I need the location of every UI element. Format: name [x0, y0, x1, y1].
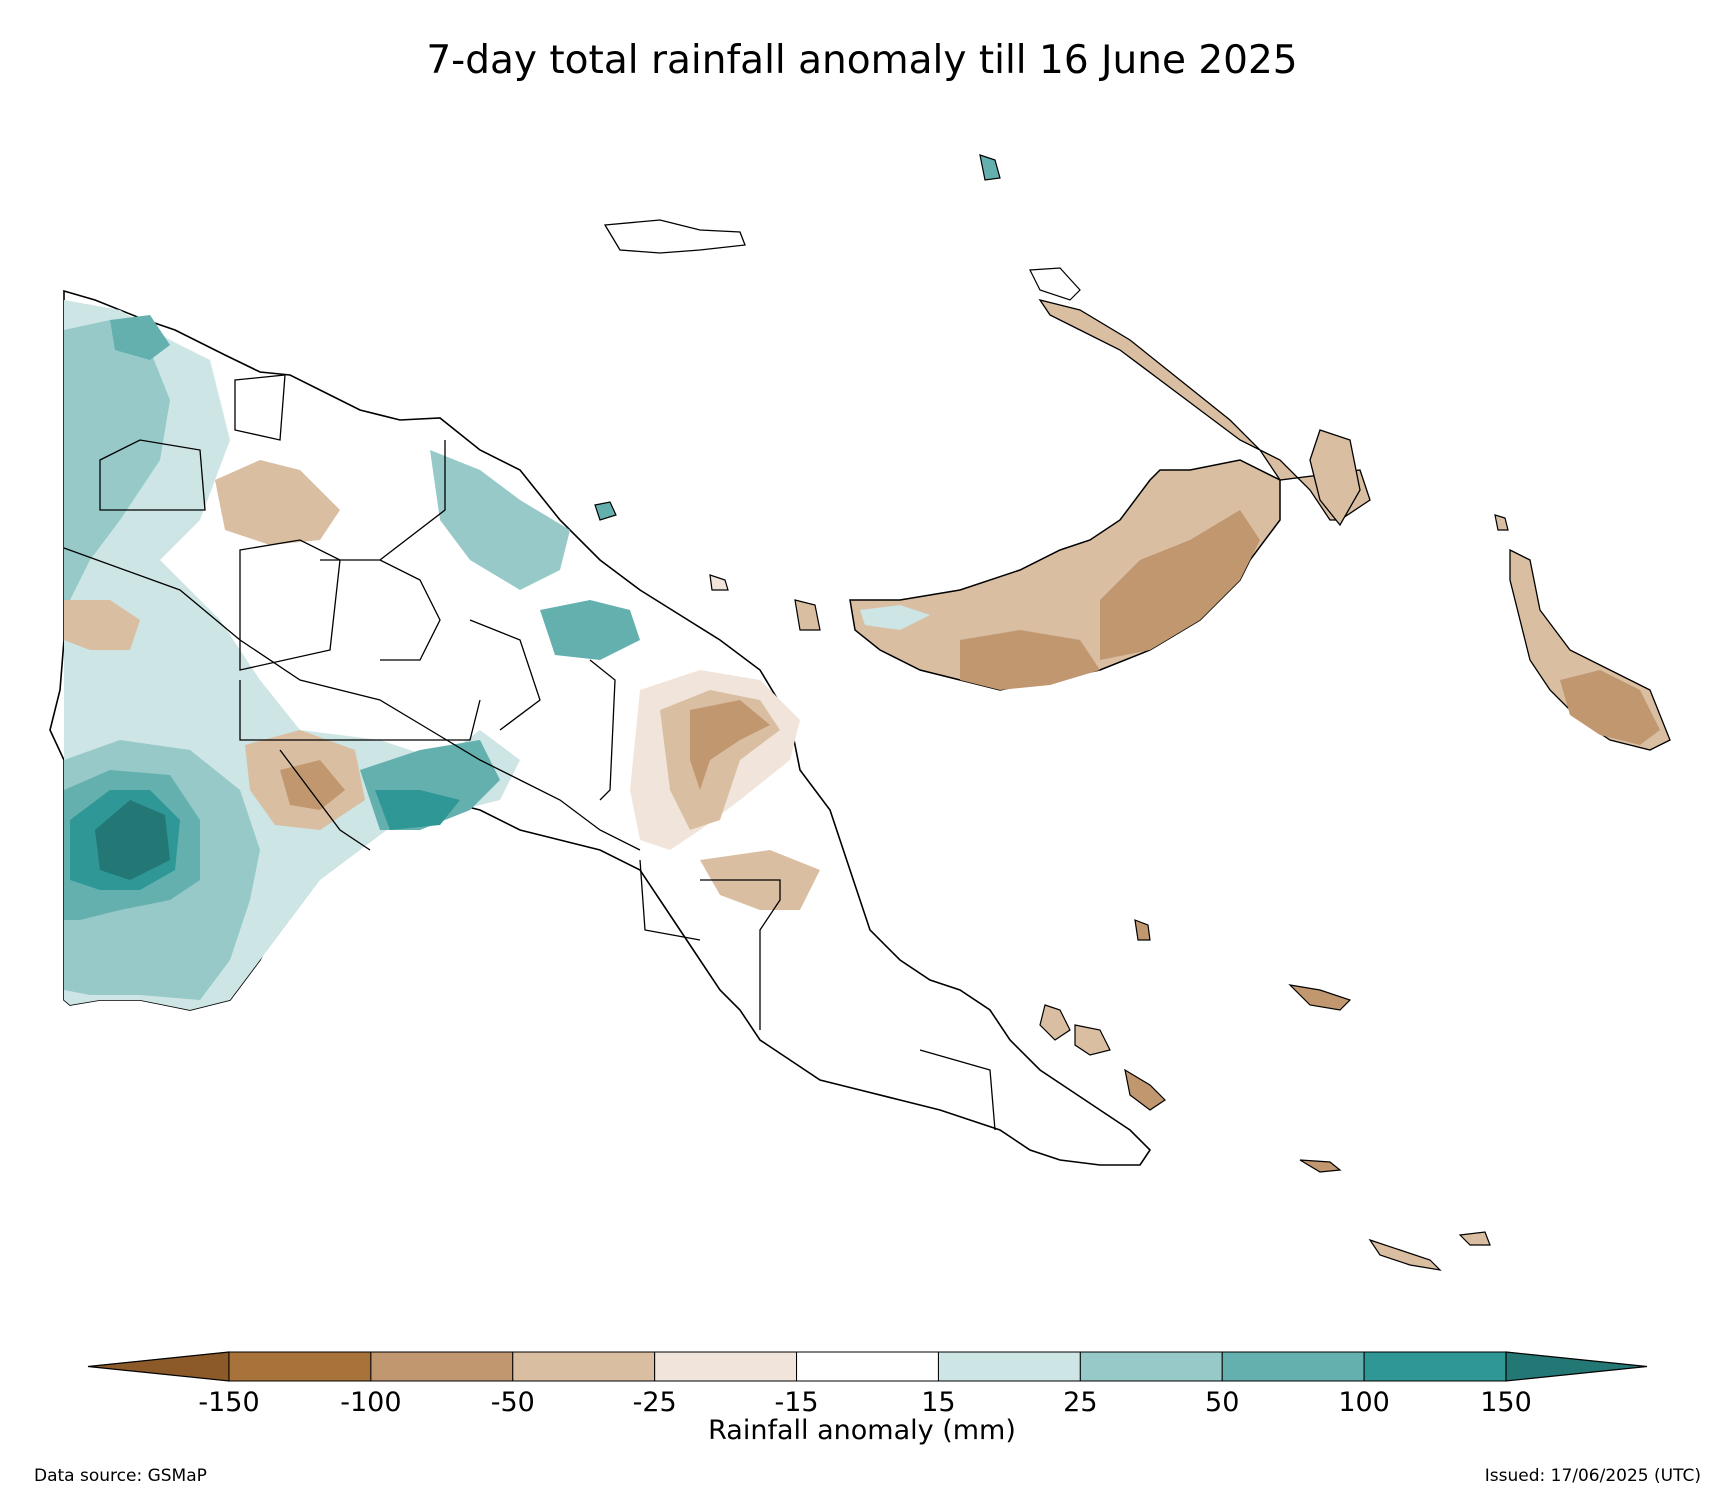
- province-borders: [63, 374, 996, 1131]
- dentrecasteaux-1: [1039, 1004, 1071, 1041]
- anomaly-nw-strong: [110, 315, 170, 360]
- islands: [594, 154, 1671, 1271]
- map-title: 7-day total rainfall anomaly till 16 Jun…: [426, 38, 1298, 83]
- colorbar-tick-label: -15: [775, 1387, 819, 1418]
- umboi: [709, 574, 729, 591]
- colorbar-bin: [937, 1351, 1081, 1382]
- buka: [1494, 514, 1509, 531]
- colorbar-tick-label: 15: [921, 1387, 955, 1418]
- colorbar-label: Rainfall anomaly (mm): [708, 1415, 1016, 1446]
- trobriand: [1134, 919, 1151, 941]
- rainfall-anomaly-map: [49, 154, 1671, 1271]
- karkar: [594, 501, 617, 521]
- colorbar-tick-label: -25: [633, 1387, 677, 1418]
- colorbar-tick-label: -100: [340, 1387, 401, 1418]
- dentrecasteaux-2: [1074, 1024, 1111, 1056]
- colorbar-tick-label: 100: [1338, 1387, 1390, 1418]
- colorbar-tick-label: -50: [491, 1387, 535, 1418]
- new-ireland: [1038, 298, 1371, 521]
- colorbar-bin: [796, 1351, 939, 1382]
- new-britain-strong2: [960, 630, 1100, 690]
- lavongai: [1029, 267, 1081, 301]
- anomaly-north-coast: [430, 450, 570, 590]
- new-britain-strong: [1100, 510, 1260, 660]
- colorbar-bin: [1221, 1351, 1365, 1382]
- colorbar-tick-label: -150: [198, 1387, 259, 1418]
- issued-date: Issued: 17/06/2025 (UTC): [1484, 1466, 1701, 1486]
- anomaly-morobe-strong: [690, 700, 770, 790]
- colorbar-tick-label: 25: [1063, 1387, 1097, 1418]
- mussau: [979, 154, 1001, 181]
- anomaly-west-mid: [64, 320, 170, 620]
- colorbar-extend-low: [87, 1351, 230, 1382]
- anomaly-highlands-dry: [215, 460, 340, 545]
- anomaly-west-dry: [64, 600, 140, 650]
- colorbar-tick-label: 150: [1480, 1387, 1532, 1418]
- colorbar-bin: [1363, 1351, 1507, 1382]
- misima: [1299, 1159, 1342, 1173]
- png-mainland: [49, 289, 1152, 1166]
- tagula: [1368, 1238, 1442, 1271]
- anomaly-gulf-core: [375, 790, 460, 830]
- anomaly-west-core: [95, 800, 170, 880]
- dentrecasteaux-3: [1124, 1068, 1166, 1111]
- data-source: Data source: GSMaP: [34, 1466, 207, 1486]
- colorbar-bin: [370, 1351, 514, 1382]
- rossel: [1458, 1231, 1491, 1246]
- long-island: [794, 599, 821, 631]
- new-britain-west-wet: [860, 605, 930, 630]
- colorbar-bin: [228, 1351, 372, 1382]
- colorbar-bin: [1079, 1351, 1223, 1382]
- colorbar-extend-high: [1505, 1351, 1648, 1382]
- colorbar-bin: [654, 1351, 798, 1382]
- bougainville-strong: [1560, 670, 1660, 745]
- colorbar-tick-label: 50: [1205, 1387, 1239, 1418]
- new-ireland-south: [1309, 429, 1361, 527]
- manus: [603, 219, 746, 254]
- woodlark: [1288, 984, 1352, 1011]
- colorbar-bin: [512, 1351, 656, 1382]
- anomaly-north-mid: [540, 600, 640, 660]
